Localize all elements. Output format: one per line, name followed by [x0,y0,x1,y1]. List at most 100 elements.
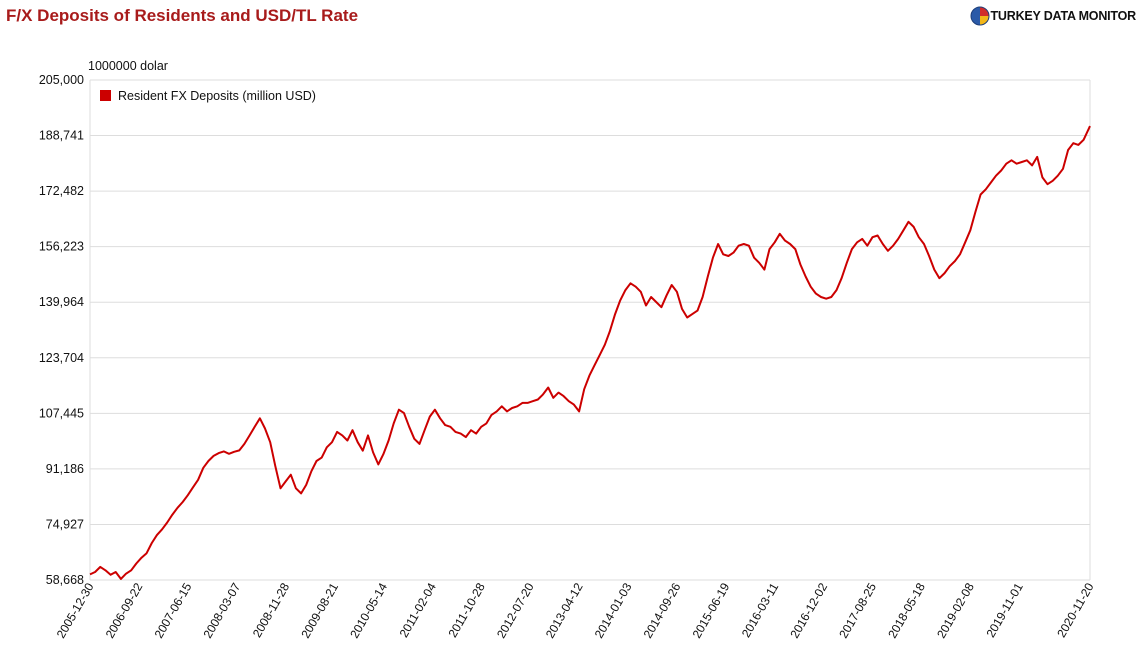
data-point[interactable] [320,456,324,460]
data-point[interactable] [912,225,916,229]
data-point[interactable] [448,425,452,429]
data-point[interactable] [145,551,149,555]
data-point[interactable] [1020,160,1024,164]
data-point[interactable] [845,261,849,265]
series-line-resident-fx-deposits[interactable] [90,126,1090,579]
data-point[interactable] [675,290,679,294]
data-point[interactable] [716,242,720,246]
data-point[interactable] [639,290,643,294]
data-point[interactable] [103,568,107,572]
data-point[interactable] [196,478,200,482]
data-point[interactable] [93,570,97,574]
data-point[interactable] [237,448,241,452]
data-point[interactable] [644,304,648,308]
data-point[interactable] [526,401,530,405]
data-point[interactable] [268,440,272,444]
data-point[interactable] [768,247,772,251]
data-point[interactable] [227,452,231,456]
data-point[interactable] [948,264,952,268]
data-point[interactable] [953,259,957,263]
data-point[interactable] [407,425,411,429]
data-point[interactable] [484,421,488,425]
data-point[interactable] [309,469,313,473]
data-point[interactable] [696,309,700,313]
data-point[interactable] [160,527,164,531]
data-point[interactable] [659,305,663,309]
data-point[interactable] [366,433,370,437]
data-point[interactable] [500,404,504,408]
data-point[interactable] [974,210,978,214]
data-point[interactable] [871,235,875,239]
data-point[interactable] [361,449,365,453]
data-point[interactable] [217,451,221,455]
data-point[interactable] [454,430,458,434]
data-point[interactable] [732,251,736,255]
data-point[interactable] [1061,167,1065,171]
data-point[interactable] [577,409,581,413]
data-point[interactable] [443,423,447,427]
data-point[interactable] [459,432,463,436]
data-point[interactable] [721,252,725,256]
data-point[interactable] [886,249,890,253]
data-point[interactable] [804,275,808,279]
data-point[interactable] [155,533,159,537]
data-point[interactable] [170,513,174,517]
data-point[interactable] [495,409,499,413]
data-point[interactable] [258,416,262,420]
data-point[interactable] [181,500,185,504]
data-point[interactable] [520,401,524,405]
data-point[interactable] [963,240,967,244]
data-point[interactable] [798,263,802,267]
data-point[interactable] [593,363,597,367]
data-point[interactable] [654,300,658,304]
data-point[interactable] [598,353,602,357]
data-point[interactable] [762,268,766,272]
data-point[interactable] [330,440,334,444]
data-point[interactable] [582,387,586,391]
data-point[interactable] [994,174,998,178]
data-point[interactable] [541,392,545,396]
data-point[interactable] [423,428,427,432]
data-point[interactable] [1010,158,1014,162]
data-point[interactable] [397,408,401,412]
data-point[interactable] [706,275,710,279]
data-point[interactable] [634,285,638,289]
data-point[interactable] [757,261,761,265]
data-point[interactable] [711,256,715,260]
data-point[interactable] [1004,162,1008,166]
data-point[interactable] [701,295,705,299]
data-point[interactable] [608,329,612,333]
data-point[interactable] [829,295,833,299]
data-point[interactable] [387,439,391,443]
data-point[interactable] [1076,143,1080,147]
data-point[interactable] [510,406,514,410]
data-point[interactable] [315,459,319,463]
data-point[interactable] [124,572,128,576]
data-point[interactable] [284,480,288,484]
data-point[interactable] [1066,148,1070,152]
data-point[interactable] [191,485,195,489]
data-point[interactable] [670,283,674,287]
data-point[interactable] [773,240,777,244]
data-point[interactable] [304,483,308,487]
data-point[interactable] [742,242,746,246]
data-point[interactable] [943,271,947,275]
data-point[interactable] [279,486,283,490]
data-point[interactable] [814,292,818,296]
data-point[interactable] [937,276,941,280]
data-point[interactable] [140,556,144,560]
data-point[interactable] [819,295,823,299]
data-point[interactable] [222,449,226,453]
data-point[interactable] [376,462,380,466]
data-point[interactable] [428,415,432,419]
data-point[interactable] [840,276,844,280]
data-point[interactable] [289,473,293,477]
data-point[interactable] [690,312,694,316]
data-point[interactable] [1082,138,1086,142]
data-point[interactable] [726,254,730,258]
data-point[interactable] [855,240,859,244]
data-point[interactable] [345,439,349,443]
data-point[interactable] [392,421,396,425]
data-point[interactable] [490,413,494,417]
data-point[interactable] [248,433,252,437]
